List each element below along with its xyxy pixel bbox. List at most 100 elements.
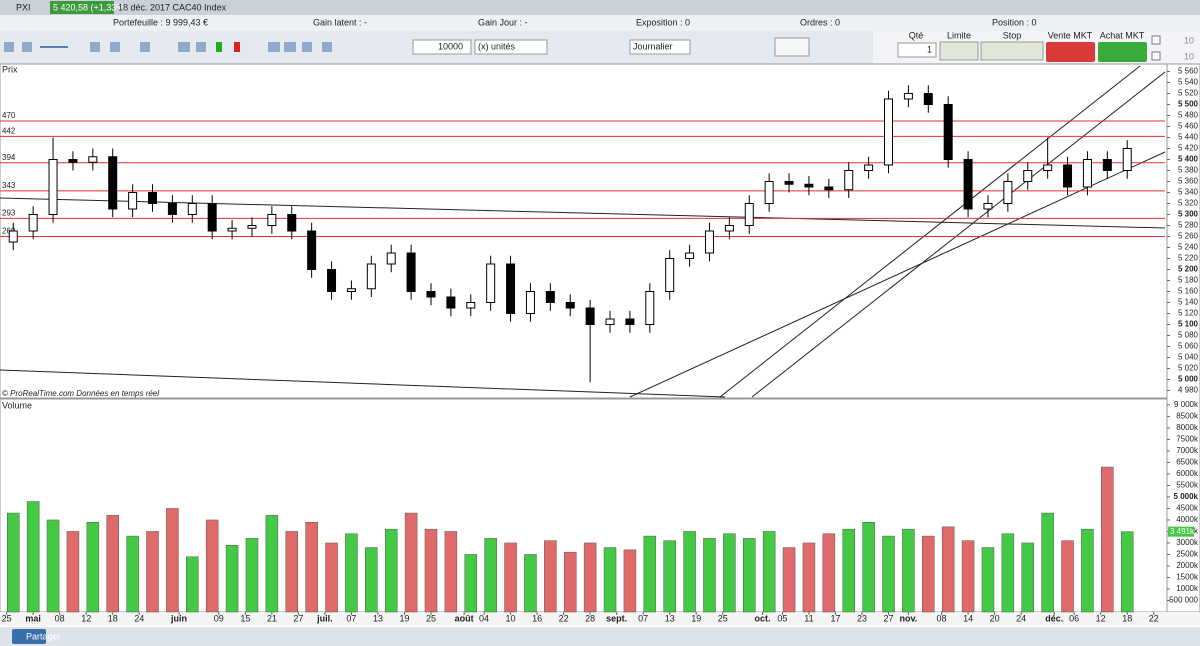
volume-bar: [1001, 533, 1015, 613]
volume-bar: [325, 542, 338, 613]
y-tick-label: 5 020: [1178, 364, 1199, 373]
x-tick-label: 24: [1016, 613, 1026, 623]
x-tick-label: 22: [559, 613, 569, 623]
candle-body: [923, 93, 933, 105]
portfolio: Portefeuille : 9 999,43 €: [113, 17, 208, 27]
y-tick-label: 5 440: [1178, 133, 1199, 142]
volume-bar: [384, 528, 398, 613]
y-tick-label: 5 340: [1178, 188, 1199, 197]
stop-buttons[interactable]: [980, 41, 1044, 61]
x-tick-label: mai: [25, 613, 41, 623]
candle-body: [187, 203, 197, 215]
x-tick-label: 22: [1149, 613, 1159, 623]
sell-label: Vente MKT: [1048, 30, 1093, 40]
y-tick-label: 5 000k: [1174, 492, 1199, 501]
y-tick-label: 5 380: [1178, 166, 1199, 175]
candle-body: [685, 252, 695, 259]
field[interactable]: 10: [1184, 51, 1194, 61]
y-tick-label: 6000k: [1176, 469, 1199, 478]
limit-buttons[interactable]: [939, 41, 979, 61]
x-tick-label: 27: [293, 613, 303, 623]
candle-body: [108, 156, 118, 210]
volume-bar: [146, 531, 159, 613]
candle-body: [1043, 164, 1053, 171]
annotation: © ProRealTime.com Données en temps réel: [2, 389, 159, 398]
x-tick-label: 09: [214, 613, 224, 623]
drawing-tools[interactable]: [4, 42, 332, 52]
candle-body: [207, 203, 217, 232]
candle-body: [227, 227, 237, 232]
instrument[interactable]: PXI: [16, 2, 31, 12]
volume-bar: [723, 533, 736, 613]
volume-bar: [225, 545, 239, 613]
candle-body: [764, 181, 774, 204]
quantity-input[interactable]: [412, 39, 472, 55]
volume-bar: [464, 554, 478, 613]
volume-bar: [782, 547, 796, 613]
volume-bar: [205, 519, 219, 613]
candle-body: [346, 288, 356, 292]
candle-body: [645, 291, 655, 325]
candle-body: [327, 269, 337, 292]
y-tick-label: 1500k: [1176, 573, 1199, 582]
info-bar: [0, 15, 1200, 31]
candle-body: [167, 203, 177, 215]
x-tick-label: 13: [665, 613, 675, 623]
x-tick-label: 11: [804, 613, 813, 623]
y-tick-label: 5 520: [1178, 89, 1199, 98]
x-tick-label: juil.: [316, 613, 333, 623]
volume-bar: [1120, 531, 1134, 613]
field[interactable]: 10: [1184, 35, 1194, 45]
y-tick-label: 500 000: [1169, 596, 1198, 605]
volume-bar: [862, 522, 875, 613]
candle-body: [8, 230, 18, 243]
y-tick-label: 5 160: [1178, 287, 1199, 296]
volume-bar: [922, 535, 935, 613]
candle-body: [1122, 148, 1132, 171]
chart-type-button[interactable]: [774, 37, 810, 57]
title-bar: [0, 0, 1200, 15]
buy-button[interactable]: [1098, 42, 1147, 62]
y-tick-label: 5 260: [1178, 232, 1199, 241]
candle-body: [903, 93, 913, 100]
candle-body: [884, 98, 894, 166]
checkbox[interactable]: [1151, 35, 1161, 45]
price-panel: [0, 63, 1168, 399]
candle-body: [704, 230, 714, 254]
x-tick-label: 19: [691, 613, 701, 623]
y-tick-label: 5 220: [1178, 254, 1199, 263]
y-tick-label: 5 080: [1178, 331, 1199, 340]
volume-bar: [484, 538, 497, 613]
candle-body: [1003, 181, 1013, 204]
unit-select[interactable]: [474, 39, 548, 55]
x-axis-band: [0, 612, 1200, 626]
volume-bar: [46, 519, 60, 613]
checkbox[interactable]: [1151, 51, 1161, 61]
candle-body: [525, 291, 535, 314]
x-tick-label: 10: [506, 613, 516, 623]
unrealized: Gain latent : -: [313, 17, 367, 27]
x-tick-label: déc.: [1045, 613, 1063, 623]
qty-input[interactable]: [897, 42, 937, 58]
candle-body: [307, 230, 317, 270]
sell-button[interactable]: [1046, 42, 1095, 62]
candle-body: [48, 159, 58, 215]
x-tick-label: 15: [240, 613, 250, 623]
quantity: 10000: [438, 41, 463, 51]
volume-bar: [882, 535, 895, 613]
y-tick-label: 5 360: [1178, 177, 1199, 186]
x-tick-label: juin: [170, 613, 187, 623]
period-select[interactable]: [629, 39, 691, 55]
description: 18 déc. 2017 CAC40 Index: [118, 2, 227, 12]
candle-body: [88, 156, 98, 163]
day-gain: Gain Jour : -: [478, 17, 528, 27]
y-tick-label: 5 460: [1178, 122, 1199, 131]
share: Partager: [26, 631, 61, 641]
share-button[interactable]: [12, 629, 46, 644]
y-tick-label: 5 540: [1178, 78, 1199, 87]
scale-column: [1166, 63, 1200, 613]
x-tick-label: 05: [777, 613, 787, 623]
panel-label: Volume: [2, 400, 32, 410]
unit: (x) unités: [478, 41, 516, 51]
